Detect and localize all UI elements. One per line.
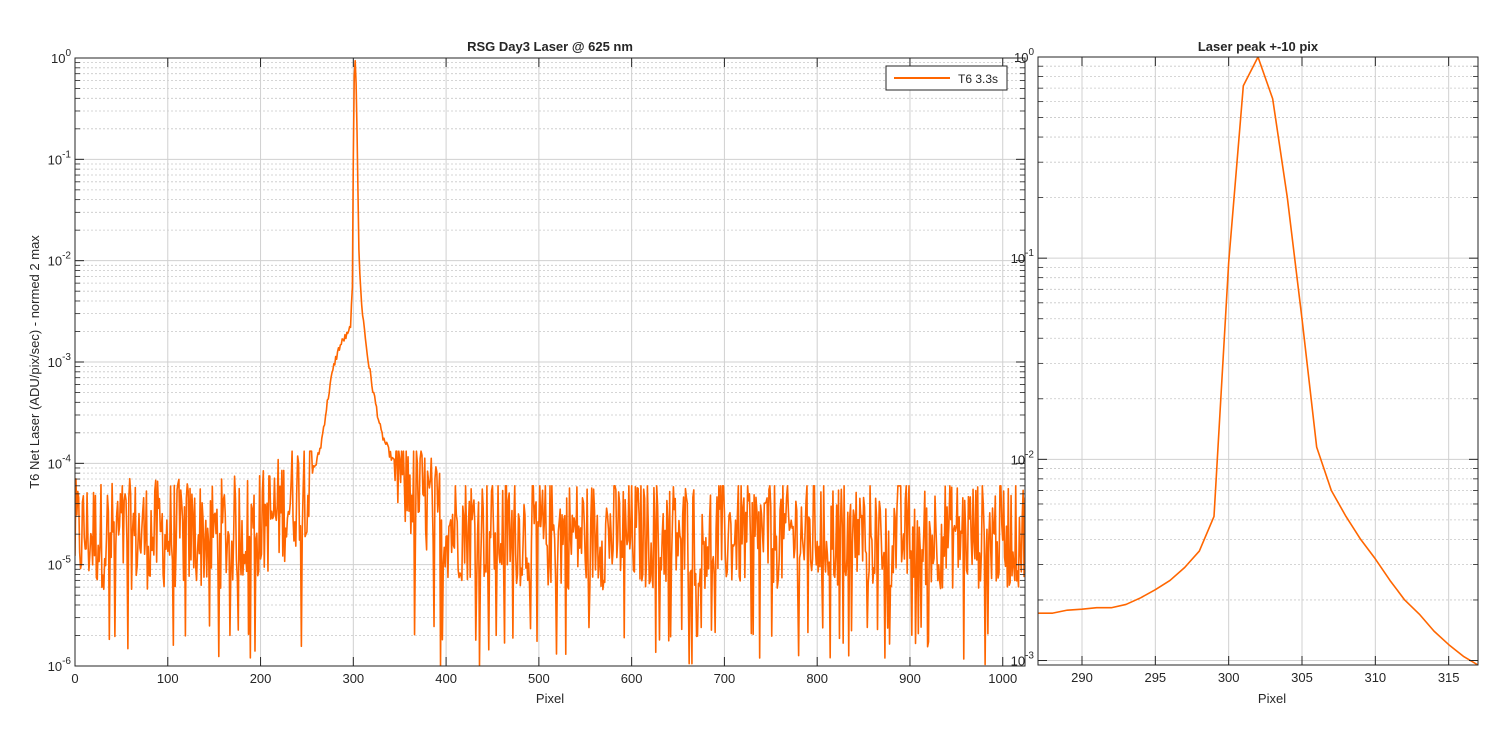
main-x-tick-label: 200 <box>250 671 272 686</box>
main-x-tick-label: 600 <box>621 671 643 686</box>
main-y-axis-label: T6 Net Laser (ADU/pix/sec) - normed 2 ma… <box>27 235 42 489</box>
main-x-tick-label: 900 <box>899 671 921 686</box>
main-x-tick-label: 700 <box>714 671 736 686</box>
legend-entry-label: T6 3.3s <box>958 72 998 86</box>
main-x-tick-label: 0 <box>71 671 78 686</box>
main-x-tick-label: 800 <box>806 671 828 686</box>
main-x-axis-label: Pixel <box>536 691 564 706</box>
main-y-tick-exponent: -1 <box>62 149 71 160</box>
zoom-y-tick-exponent: -2 <box>1025 449 1034 460</box>
zoom-series-layer <box>1038 57 1478 665</box>
legend: T6 3.3s <box>885 65 1008 91</box>
zoom-x-tick-label: 295 <box>1144 670 1166 685</box>
zoom-y-tick-exponent: -3 <box>1025 651 1034 662</box>
main-x-tick-label: 300 <box>342 671 364 686</box>
main-x-tick-label: 500 <box>528 671 550 686</box>
zoom-x-tick-label: 305 <box>1291 670 1313 685</box>
main-y-tick-exponent: -2 <box>62 251 71 262</box>
main-y-tick-exponent: -5 <box>62 555 71 566</box>
main-series-line <box>75 59 1025 666</box>
main-y-tick-exponent: -6 <box>62 656 71 667</box>
zoom-series-line <box>1038 57 1478 665</box>
main-y-tick-exponent: -4 <box>62 453 71 464</box>
main-x-tick-label: 1000 <box>988 671 1017 686</box>
main-chart-title: RSG Day3 Laser @ 625 nm <box>467 39 633 54</box>
zoom-x-tick-label: 315 <box>1438 670 1460 685</box>
zoom-chart-title: Laser peak +-10 pix <box>1198 39 1319 54</box>
zoom-y-tick-exponent: -1 <box>1025 248 1034 259</box>
main-x-tick-label: 400 <box>435 671 457 686</box>
zoom-x-axis-label: Pixel <box>1258 691 1286 706</box>
zoom-grid <box>1038 56 1478 665</box>
main-x-tick-label: 100 <box>157 671 179 686</box>
main-y-tick-exponent: -3 <box>62 352 71 363</box>
main-y-tick-exponent: 0 <box>65 48 71 59</box>
zoom-axes-box <box>1037 56 1479 666</box>
zoom-x-tick-label: 300 <box>1218 670 1240 685</box>
zoom-x-tick-label: 310 <box>1364 670 1386 685</box>
zoom-x-tick-label: 290 <box>1071 670 1093 685</box>
zoom-plot-area <box>1038 57 1478 665</box>
zoom-y-tick-exponent: 0 <box>1028 47 1034 58</box>
main-series-layer <box>75 59 1025 666</box>
